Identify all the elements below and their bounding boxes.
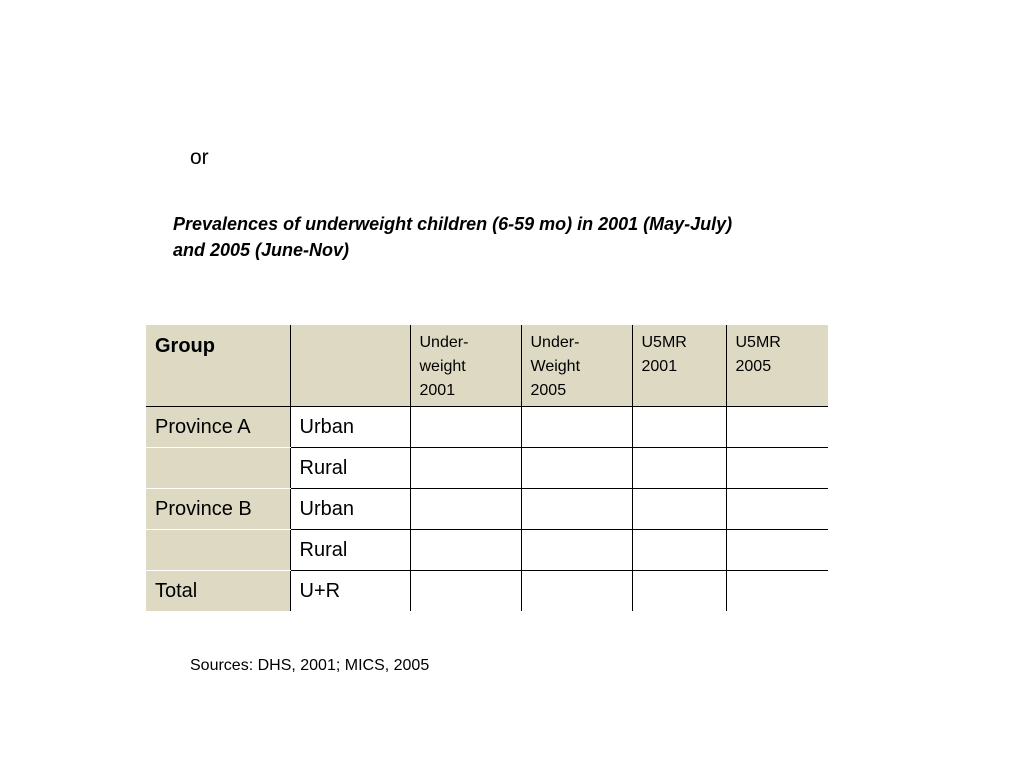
header-u5mr-2005-line-1: U5MR xyxy=(735,334,781,351)
group-label: Total xyxy=(155,580,198,602)
header-underweight-2001: Under- weight 2001 xyxy=(409,325,521,407)
u5mr-2005-cell xyxy=(725,488,828,530)
table-row: Total U+R xyxy=(146,570,828,611)
group-label xyxy=(146,530,290,538)
header-underweight-2001-line-1: Under- xyxy=(419,334,469,351)
table-caption: Prevalences of underweight children (6-5… xyxy=(173,211,813,263)
subgroup-cell: Urban xyxy=(289,406,410,448)
header-subgroup xyxy=(289,325,410,407)
underweight-2001-cell xyxy=(409,447,521,489)
header-group: Group xyxy=(146,325,290,407)
prevalence-table: Group Under- weight 2001 Under- Weight 2… xyxy=(146,325,828,611)
subgroup-label: Urban xyxy=(299,498,354,520)
u5mr-2005-cell xyxy=(725,447,828,489)
subgroup-label: U+R xyxy=(299,580,341,602)
header-subgroup-label xyxy=(291,325,410,331)
subgroup-label: Rural xyxy=(299,457,348,479)
underweight-2005-cell xyxy=(520,488,632,530)
header-u5mr-2005: U5MR 2005 xyxy=(725,325,828,407)
table-row: Province A Urban xyxy=(146,406,828,448)
group-cell xyxy=(146,447,290,489)
group-cell: Total xyxy=(146,570,290,611)
underweight-2005-cell xyxy=(520,529,632,571)
sources-note: Sources: DHS, 2001; MICS, 2005 xyxy=(190,657,430,674)
u5mr-2001-cell xyxy=(631,447,726,489)
header-underweight-2005-line-1: Under- xyxy=(530,334,580,351)
caption-line-1: Prevalences of underweight children (6-5… xyxy=(173,214,733,234)
caption-line-2: and 2005 (June-Nov) xyxy=(173,240,350,260)
table-row: Rural xyxy=(146,447,828,489)
group-label xyxy=(146,448,290,456)
table-header-row: Group Under- weight 2001 Under- Weight 2… xyxy=(146,325,828,407)
underweight-2005-cell xyxy=(520,570,632,611)
underweight-2001-cell xyxy=(409,529,521,571)
group-label: Province B xyxy=(155,498,252,520)
underweight-2005-cell xyxy=(520,406,632,448)
header-underweight-2005-line-2: Weight xyxy=(530,358,581,375)
group-label: Province A xyxy=(155,416,251,438)
group-cell: Province A xyxy=(146,406,290,448)
header-underweight-2001-line-3: 2001 xyxy=(419,382,456,399)
underweight-2001-cell xyxy=(409,406,521,448)
header-underweight-2005: Under- Weight 2005 xyxy=(520,325,632,407)
u5mr-2001-cell xyxy=(631,488,726,530)
u5mr-2005-cell xyxy=(725,570,828,611)
subgroup-label: Rural xyxy=(299,539,348,561)
header-u5mr-2001-line-2: 2001 xyxy=(641,358,678,375)
underweight-2001-cell xyxy=(409,570,521,611)
table-row: Province B Urban xyxy=(146,488,828,530)
subgroup-cell: Urban xyxy=(289,488,410,530)
subgroup-cell: U+R xyxy=(289,570,410,611)
u5mr-2001-cell xyxy=(631,529,726,571)
subgroup-label: Urban xyxy=(299,416,354,438)
underweight-2001-cell xyxy=(409,488,521,530)
group-cell: Province B xyxy=(146,488,290,530)
table-row: Rural xyxy=(146,529,828,571)
u5mr-2001-cell xyxy=(631,406,726,448)
header-group-label: Group xyxy=(155,335,215,357)
group-cell xyxy=(146,529,290,571)
underweight-2005-cell xyxy=(520,447,632,489)
subgroup-cell: Rural xyxy=(289,447,410,489)
header-u5mr-2001: U5MR 2001 xyxy=(631,325,726,407)
or-text: or xyxy=(190,146,209,169)
u5mr-2001-cell xyxy=(631,570,726,611)
subgroup-cell: Rural xyxy=(289,529,410,571)
u5mr-2005-cell xyxy=(725,529,828,571)
header-underweight-2005-line-3: 2005 xyxy=(530,382,567,399)
header-u5mr-2001-line-1: U5MR xyxy=(641,334,687,351)
u5mr-2005-cell xyxy=(725,406,828,448)
header-underweight-2001-line-2: weight xyxy=(419,358,466,375)
header-u5mr-2005-line-2: 2005 xyxy=(735,358,772,375)
